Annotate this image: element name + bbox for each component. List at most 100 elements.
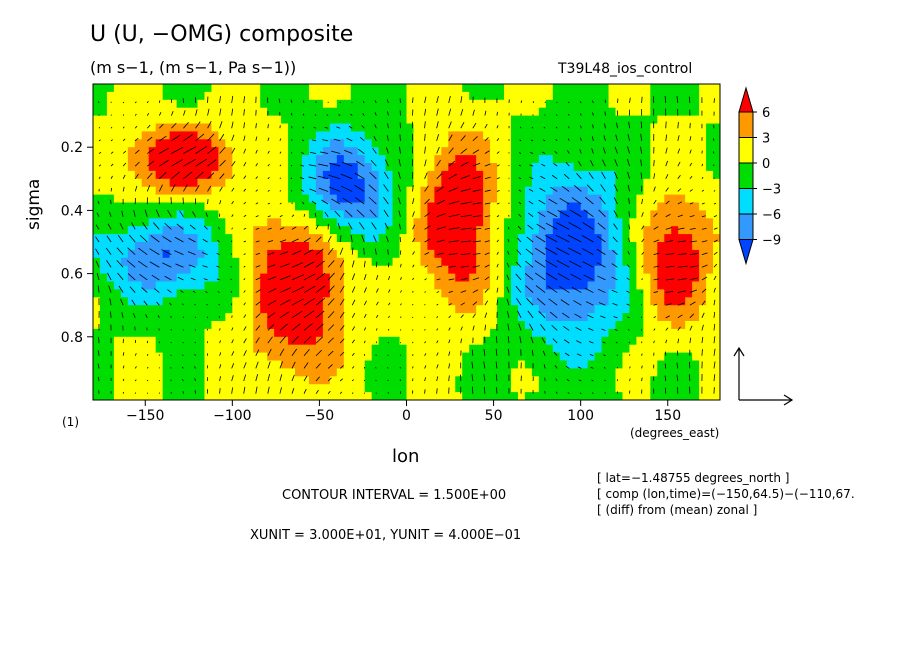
field-cell <box>692 328 700 338</box>
field-cell <box>601 202 610 211</box>
field-cell <box>608 123 617 132</box>
field-cell <box>385 178 394 188</box>
wind-vector <box>629 378 631 382</box>
field-cell <box>636 376 644 385</box>
field-cell <box>155 336 164 346</box>
field-cell <box>566 384 575 393</box>
field-cell <box>197 344 206 354</box>
field-cell <box>706 107 714 117</box>
field-cell <box>566 139 575 148</box>
field-cell <box>295 147 303 156</box>
field-cell <box>566 313 575 322</box>
field-cell <box>476 344 484 354</box>
wind-vector <box>183 110 186 116</box>
wind-vector <box>677 338 680 344</box>
wind-vector <box>665 327 669 331</box>
field-cell <box>427 210 435 219</box>
field-cell <box>267 226 275 235</box>
field-cell <box>671 352 679 362</box>
field-cell <box>211 305 219 314</box>
field-cell <box>538 186 547 196</box>
wind-vector <box>448 95 451 104</box>
wind-vector <box>641 212 644 217</box>
colorbar-segment <box>738 188 754 215</box>
field-cell <box>469 155 477 164</box>
field-cell <box>120 249 129 259</box>
field-cell <box>517 281 526 290</box>
field-cell <box>93 328 101 338</box>
x-tick-label: 50 <box>485 408 503 424</box>
field-cell <box>232 273 240 283</box>
wind-vector <box>315 224 319 230</box>
wind-vector <box>713 311 716 318</box>
field-cell <box>406 273 415 283</box>
field-cell <box>169 368 178 377</box>
wind-vector <box>207 159 217 167</box>
field-cell <box>155 273 164 283</box>
wind-vector <box>95 248 100 255</box>
wind-vector <box>327 298 335 306</box>
field-cell <box>239 178 247 188</box>
field-cell <box>155 178 164 188</box>
wind-vector <box>374 100 377 104</box>
field-cell <box>524 202 533 211</box>
wind-vector <box>350 234 353 243</box>
field-cell <box>531 210 540 219</box>
field-cell <box>148 273 157 283</box>
wind-vector <box>154 288 160 293</box>
wind-vector <box>374 248 377 255</box>
field-cell <box>141 91 150 101</box>
field-cell <box>469 147 477 156</box>
field-cell <box>559 360 568 369</box>
field-cell <box>288 170 296 180</box>
field-cell <box>566 131 575 140</box>
field-cell <box>573 155 582 164</box>
field-cell <box>357 360 366 369</box>
field-cell <box>699 289 707 298</box>
field-cell <box>476 170 484 180</box>
field-cell <box>580 115 589 125</box>
field-cell <box>601 281 610 290</box>
field-cell <box>713 99 720 109</box>
field-cell <box>678 265 686 275</box>
field-cell <box>441 242 449 251</box>
wind-vector <box>340 173 353 180</box>
wind-vector <box>279 335 286 344</box>
field-cell <box>629 305 637 314</box>
wind-vector <box>279 263 290 268</box>
field-cell <box>692 155 700 164</box>
field-cell <box>113 313 122 322</box>
field-cell <box>274 242 282 251</box>
field-cell <box>183 313 192 322</box>
field-cell <box>671 344 679 354</box>
field-cell <box>545 328 554 338</box>
field-cell <box>343 91 352 101</box>
wind-vector <box>665 278 675 281</box>
wind-vector <box>106 235 112 243</box>
wind-vector <box>579 113 582 116</box>
field-cell <box>343 226 352 235</box>
field-cell <box>218 328 226 338</box>
field-cell <box>155 344 164 354</box>
field-cell <box>650 99 658 109</box>
wind-vector <box>412 354 414 356</box>
field-cell <box>462 321 470 330</box>
field-cell <box>420 384 428 393</box>
field-cell <box>302 368 310 377</box>
field-cell <box>295 242 303 251</box>
field-cell <box>566 249 575 259</box>
field-cell <box>204 368 213 377</box>
field-cell <box>434 210 442 219</box>
field-cell <box>93 313 101 322</box>
wind-vector <box>398 171 401 179</box>
field-cell <box>455 139 463 148</box>
wind-vector <box>701 312 705 319</box>
field-cell <box>246 178 254 188</box>
field-cell <box>517 234 526 243</box>
field-cell <box>197 281 206 290</box>
field-cell <box>350 226 359 235</box>
wind-vector <box>412 184 414 192</box>
field-cell <box>552 305 561 314</box>
field-cell <box>253 194 261 204</box>
field-cell <box>343 257 352 267</box>
